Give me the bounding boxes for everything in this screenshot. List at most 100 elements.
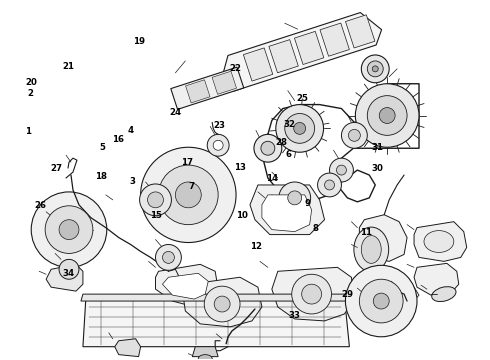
Circle shape (140, 184, 171, 216)
Polygon shape (81, 294, 351, 301)
Text: 13: 13 (234, 163, 246, 172)
Circle shape (163, 251, 174, 264)
Text: 7: 7 (188, 182, 195, 191)
Polygon shape (115, 339, 141, 357)
Circle shape (359, 279, 403, 323)
Circle shape (337, 165, 346, 175)
Circle shape (31, 192, 107, 267)
Circle shape (45, 206, 93, 253)
Polygon shape (345, 15, 375, 48)
Circle shape (318, 173, 342, 197)
Polygon shape (46, 264, 83, 291)
Text: 23: 23 (214, 121, 226, 130)
Polygon shape (183, 277, 262, 327)
Ellipse shape (424, 231, 454, 252)
Polygon shape (221, 13, 382, 91)
Text: 5: 5 (100, 143, 106, 152)
Circle shape (279, 182, 311, 214)
Text: 24: 24 (170, 108, 182, 117)
Text: 32: 32 (284, 120, 296, 129)
Text: 30: 30 (371, 164, 384, 173)
Circle shape (147, 192, 164, 208)
Ellipse shape (198, 355, 212, 360)
Circle shape (155, 244, 181, 270)
Circle shape (302, 284, 321, 304)
Ellipse shape (361, 235, 381, 264)
Polygon shape (250, 185, 324, 235)
Circle shape (368, 61, 383, 77)
Circle shape (292, 274, 332, 314)
Circle shape (345, 265, 417, 337)
Circle shape (379, 108, 395, 123)
Text: 6: 6 (286, 150, 292, 159)
Text: 29: 29 (342, 290, 353, 299)
Polygon shape (171, 67, 244, 109)
Circle shape (158, 165, 218, 225)
Text: 28: 28 (275, 138, 288, 147)
Text: 2: 2 (27, 89, 34, 98)
Text: 18: 18 (95, 172, 107, 181)
Circle shape (288, 191, 302, 205)
Circle shape (348, 129, 360, 141)
Polygon shape (320, 23, 349, 56)
Text: 12: 12 (250, 242, 262, 251)
Polygon shape (294, 31, 324, 64)
Text: 34: 34 (63, 269, 74, 278)
Text: 1: 1 (25, 127, 31, 136)
Polygon shape (269, 40, 298, 73)
Ellipse shape (432, 287, 456, 302)
Text: 31: 31 (371, 143, 384, 152)
Circle shape (329, 158, 353, 182)
Circle shape (204, 286, 240, 322)
Circle shape (368, 96, 407, 135)
Circle shape (261, 141, 275, 155)
Text: 25: 25 (296, 94, 308, 103)
Polygon shape (397, 287, 419, 304)
Polygon shape (155, 264, 218, 307)
Text: 27: 27 (50, 164, 62, 173)
Circle shape (355, 84, 419, 147)
Circle shape (213, 140, 223, 150)
Circle shape (361, 55, 389, 83)
Circle shape (214, 296, 230, 312)
Circle shape (276, 105, 323, 152)
Circle shape (324, 180, 335, 190)
Polygon shape (192, 347, 218, 357)
Text: 10: 10 (236, 211, 248, 220)
Text: 4: 4 (127, 126, 134, 135)
Polygon shape (244, 48, 273, 81)
Polygon shape (83, 297, 349, 347)
Polygon shape (163, 273, 208, 299)
Text: 8: 8 (313, 224, 318, 233)
Circle shape (373, 293, 389, 309)
Text: 33: 33 (289, 311, 301, 320)
Text: 17: 17 (181, 158, 194, 167)
Polygon shape (359, 215, 407, 261)
Polygon shape (414, 222, 467, 261)
Circle shape (342, 122, 368, 148)
Text: 16: 16 (112, 135, 124, 144)
Text: 3: 3 (130, 177, 136, 186)
Text: 15: 15 (150, 211, 162, 220)
Circle shape (175, 182, 201, 208)
Circle shape (372, 66, 378, 72)
Polygon shape (262, 195, 312, 231)
Circle shape (59, 220, 79, 239)
Ellipse shape (354, 227, 389, 272)
Text: 22: 22 (229, 64, 241, 73)
Text: 11: 11 (360, 228, 372, 237)
Polygon shape (414, 264, 459, 295)
Text: 26: 26 (34, 201, 47, 210)
Text: 20: 20 (25, 78, 38, 87)
Text: 14: 14 (266, 175, 278, 184)
Text: 21: 21 (63, 62, 74, 71)
Circle shape (141, 147, 236, 243)
Circle shape (59, 260, 79, 279)
Circle shape (254, 134, 282, 162)
Circle shape (207, 134, 229, 156)
Polygon shape (212, 71, 237, 94)
Circle shape (294, 122, 306, 134)
Polygon shape (186, 80, 210, 103)
Polygon shape (272, 267, 354, 321)
Circle shape (285, 113, 315, 143)
